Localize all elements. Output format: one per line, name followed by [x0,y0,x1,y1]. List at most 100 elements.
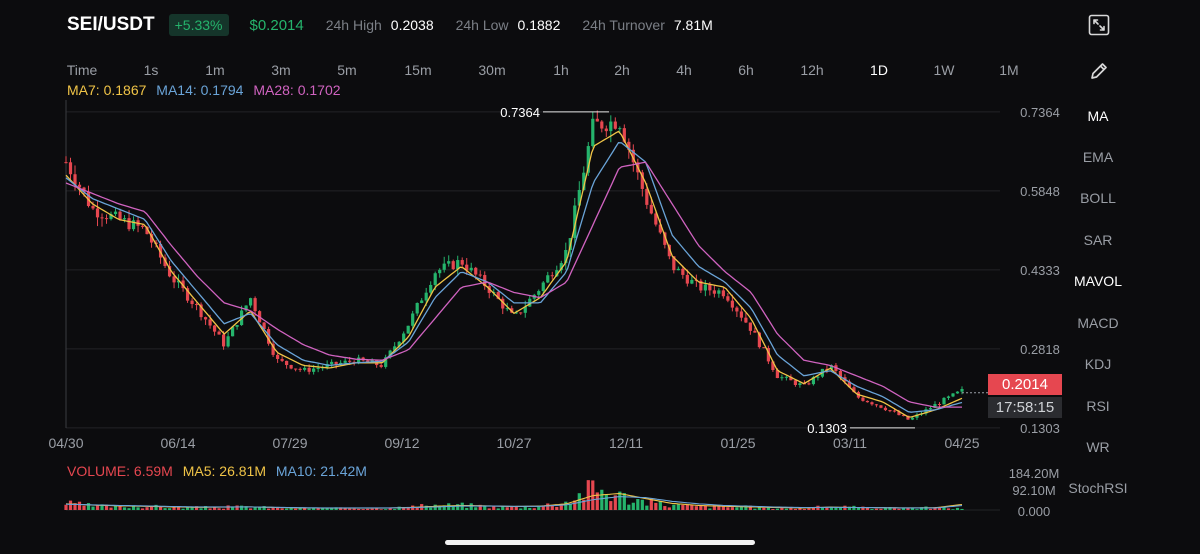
indicator-stochrsi[interactable]: StochRSI [1068,480,1128,496]
volume-bar [140,508,145,510]
candle-body [176,280,181,283]
candle-body [181,280,185,289]
candle-body [505,308,509,310]
candle-body [442,263,446,270]
timeframe-1h[interactable]: 1h [553,62,569,78]
timeframe-3m[interactable]: 3m [271,62,291,78]
candle-body [906,415,910,420]
volume-bar [203,506,208,510]
candle-body [780,377,784,379]
pencil-icon[interactable] [1088,60,1110,82]
timeframe-time[interactable]: Time [66,62,98,78]
candle-body [348,360,352,362]
volume-bar [861,506,865,510]
timeframe-30m[interactable]: 30m [478,62,506,78]
volume-bar [739,506,743,510]
volume-bar [843,505,847,510]
indicator-sar[interactable]: SAR [1083,232,1113,248]
timeframe-1d[interactable]: 1D [870,62,888,78]
timeframe-1w[interactable]: 1W [933,62,955,78]
timeframe-12h[interactable]: 12h [800,62,824,78]
candle-body [239,310,244,326]
volume-bar [109,507,113,510]
indicator-ma[interactable]: MA [1087,108,1109,124]
volume-bar [829,506,834,510]
volume-bar [149,506,154,510]
candle-body [537,291,541,295]
volume-bar [906,508,910,510]
volume-bar [694,506,698,510]
timeframe-15m[interactable]: 15m [404,62,432,78]
volume-bar [118,505,122,510]
low-value: 0.1882 [517,17,561,33]
volume-bar [339,507,343,510]
indicator-rsi[interactable]: RSI [1086,398,1110,414]
timeframe-1m[interactable]: 1m [205,62,225,78]
volume-bar [748,505,752,510]
volume-bar [280,508,284,510]
volume-bar [208,508,212,510]
candle-body [645,188,649,205]
volume-bar [883,508,888,510]
volume-bar [77,501,82,510]
volume-bar [658,501,662,510]
candle-body [838,370,843,378]
candle-body [501,298,505,309]
candle-body [113,211,118,215]
volume-bar [411,505,415,510]
candle-body [298,368,302,370]
pair-title[interactable]: SEI/USDT [67,14,155,35]
volume-bar [672,504,676,510]
indicator-mavol[interactable]: MAVOL [1074,273,1122,289]
volume-bar [609,501,613,510]
volume-bar [924,506,928,510]
volume-bar [415,507,419,510]
volume-bar [888,507,892,510]
candle-body [478,274,482,276]
timeframe-1s[interactable]: 1s [143,62,159,78]
candle-body [865,400,870,403]
volume-bar [568,503,572,510]
indicator-boll[interactable]: BOLL [1080,190,1116,206]
timeframe-4h[interactable]: 4h [676,62,692,78]
volume-bar [784,508,789,510]
candle-body [829,365,834,370]
volume-bar [640,499,644,510]
timeframe-2h[interactable]: 2h [614,62,630,78]
fullscreen-icon[interactable] [1088,14,1110,36]
volume-bar [429,507,433,510]
candle-body [816,376,820,378]
candle-body [447,261,451,264]
volume-bar [402,507,406,510]
indicator-ema[interactable]: EMA [1082,149,1114,165]
candle-body [104,218,109,220]
candle-body [721,290,725,297]
candle-body [717,290,721,294]
volume-y-tick: 0.000 [1018,504,1051,519]
volume-bar [532,508,536,510]
candle-body [77,184,82,188]
indicator-kdj[interactable]: KDJ [1084,356,1112,372]
candle-body [591,118,595,147]
volume-bar [838,507,843,510]
volume-bar [325,507,329,510]
candle-body [289,365,293,369]
timeframe-6h[interactable]: 6h [738,62,754,78]
volume-bar [744,505,748,510]
timeframe-5m[interactable]: 5m [337,62,357,78]
volume-bar [870,509,874,510]
timeframe-1m[interactable]: 1M [999,62,1019,78]
volume-bar [555,506,559,510]
volume-bar [649,498,653,510]
candle-body [469,267,473,271]
candle-body [276,354,280,359]
volume-bar [937,507,942,510]
indicator-wr[interactable]: WR [1086,439,1110,455]
indicator-macd[interactable]: MACD [1077,315,1119,331]
ma7-legend: MA7: 0.1867 [67,82,147,98]
candle-body [694,279,698,281]
candle-body [573,205,577,239]
y-tick-label: 0.7364 [1020,105,1060,120]
candle-body [212,325,217,332]
volume-bar [667,507,671,510]
